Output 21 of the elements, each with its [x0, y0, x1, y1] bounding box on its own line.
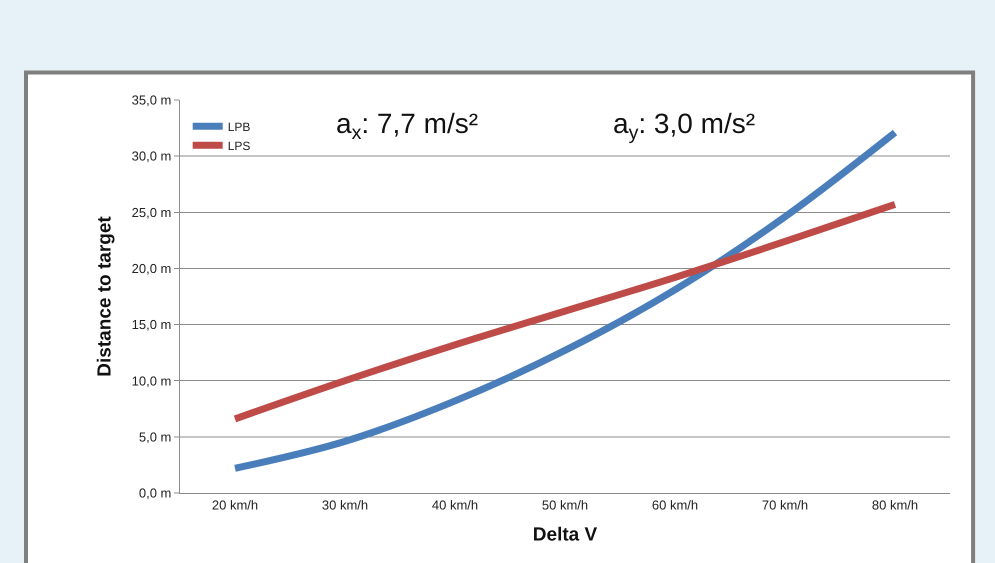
y-tick-label: 5,0 m: [138, 429, 172, 444]
x-axis-title: Delta V: [532, 524, 598, 546]
y-tick-label: 20,0 m: [132, 260, 172, 276]
x-tick-label: 60 km/h: [652, 498, 698, 513]
y-tick-label: 0,0 m: [138, 486, 172, 501]
chart-subtitle: a$_{y}$: 3,0 m/s²: [613, 108, 756, 144]
x-tick-label: 40 km/h: [432, 498, 478, 513]
x-tick-label: 80 km/h: [872, 498, 918, 513]
legend-label: LPS: [228, 138, 250, 153]
y-axis-title: Distance to target: [94, 216, 116, 377]
y-tick-label: 10,0 m: [132, 373, 172, 388]
legend-label: LPB: [228, 120, 250, 134]
chart-title: a$_{x}$: 7,7 m/s²: [336, 108, 478, 144]
y-tick-label: 15,0 m: [132, 317, 172, 332]
x-tick-label: 30 km/h: [322, 498, 368, 513]
y-tick-label: 35,0 m: [132, 92, 172, 108]
x-tick-label: 70 km/h: [762, 498, 808, 513]
x-tick-label: 50 km/h: [542, 498, 588, 513]
x-tick-label: 20 km/h: [212, 498, 258, 513]
y-tick-label: 30,0 m: [132, 148, 172, 164]
y-tick-label: 25,0 m: [132, 204, 172, 220]
